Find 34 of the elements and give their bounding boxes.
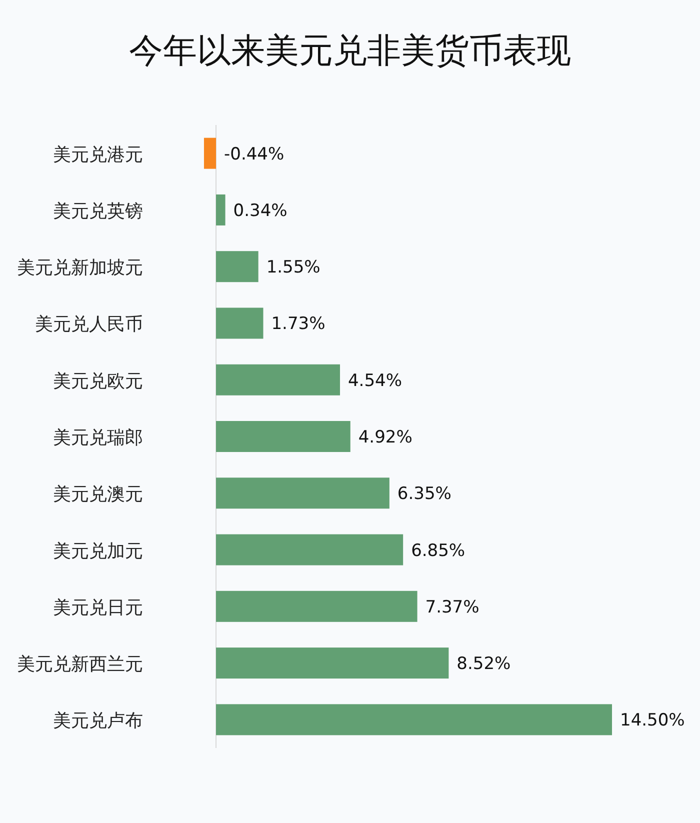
y-tick-label: 美元兑卢布 bbox=[53, 710, 143, 732]
data-label: 1.55% bbox=[266, 258, 320, 278]
y-tick-label: 美元兑新西兰元 bbox=[17, 654, 143, 676]
data-label: -0.44% bbox=[224, 144, 284, 164]
bar bbox=[216, 251, 258, 282]
y-tick-label: 美元兑人民币 bbox=[35, 314, 143, 336]
data-label: 0.34% bbox=[233, 200, 288, 221]
y-tick-label: 美元兑英镑 bbox=[53, 200, 143, 222]
bar bbox=[204, 138, 216, 169]
data-label: 6.35% bbox=[397, 484, 452, 504]
bar bbox=[216, 590, 418, 622]
bar bbox=[216, 648, 449, 679]
data-label: 7.37% bbox=[425, 597, 480, 618]
y-tick-label: 美元兑瑞郎 bbox=[53, 428, 143, 448]
bar bbox=[216, 308, 264, 339]
bar bbox=[216, 364, 340, 396]
y-tick-label: 美元兑加元 bbox=[53, 540, 143, 562]
bar bbox=[216, 534, 404, 566]
bar bbox=[216, 194, 226, 226]
data-label: 1.73% bbox=[271, 314, 326, 334]
data-label: 8.52% bbox=[456, 654, 511, 674]
data-label: 14.50% bbox=[620, 710, 685, 731]
y-tick-label: 美元兑欧元 bbox=[53, 370, 143, 392]
y-tick-label: 美元兑港元 bbox=[53, 144, 143, 166]
data-label: 4.54% bbox=[348, 370, 402, 391]
data-label: 6.85% bbox=[411, 540, 466, 561]
bar bbox=[216, 704, 612, 736]
y-tick-label: 美元兑澳元 bbox=[53, 484, 143, 506]
y-tick-label: 美元兑新加坡元 bbox=[17, 258, 143, 279]
y-tick-label: 美元兑日元 bbox=[53, 597, 143, 618]
bar bbox=[216, 478, 390, 509]
data-label: 4.92% bbox=[358, 428, 412, 448]
bar bbox=[216, 421, 350, 452]
chart-title: 今年以来美元兑非美货币表现 bbox=[129, 31, 571, 71]
